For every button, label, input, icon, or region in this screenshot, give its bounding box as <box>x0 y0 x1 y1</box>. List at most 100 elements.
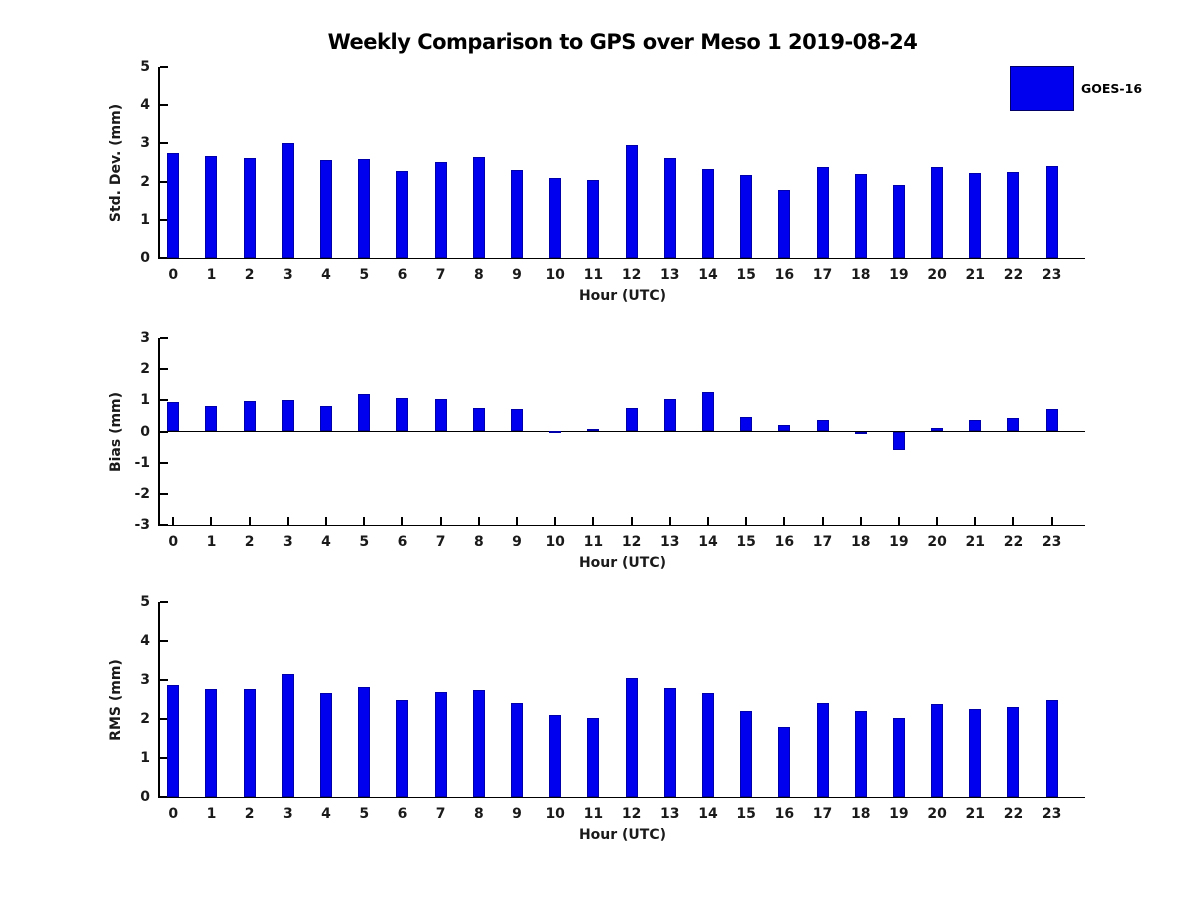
bar <box>511 703 523 797</box>
x-tick-label: 9 <box>512 534 522 550</box>
bar <box>396 397 409 432</box>
bar <box>167 153 180 258</box>
x-axis-label: Hour (UTC) <box>578 555 667 571</box>
x-tick-label: 20 <box>927 267 947 283</box>
x-tick-label: 15 <box>736 267 756 283</box>
y-tick-mark <box>160 368 168 371</box>
y-tick-label: 1 <box>140 392 150 409</box>
x-tick-label: 3 <box>282 267 293 283</box>
y-tick-mark <box>160 337 168 339</box>
x-tick-label: 4 <box>321 534 331 550</box>
bar <box>816 703 829 797</box>
x-tick-mark <box>248 517 251 525</box>
y-tick-label: 0 <box>140 423 150 440</box>
bar <box>816 166 829 258</box>
bar <box>472 689 485 797</box>
y-tick-label: 3 <box>140 330 150 346</box>
x-tick-label: 2 <box>244 267 255 283</box>
x-tick-mark <box>974 517 977 525</box>
bar <box>320 692 333 797</box>
x-tick-label: 10 <box>545 806 565 822</box>
x-tick-label: 23 <box>1041 267 1062 283</box>
bar <box>892 718 905 797</box>
bar <box>434 691 447 797</box>
x-tick-label: 5 <box>359 534 370 550</box>
bar <box>892 185 905 258</box>
x-tick-label: 17 <box>812 534 833 550</box>
x-tick-mark <box>516 517 518 525</box>
x-tick-label: 5 <box>359 806 370 822</box>
bar <box>281 142 294 258</box>
x-tick-mark <box>401 517 404 525</box>
bar <box>1045 165 1058 258</box>
bar <box>281 673 294 797</box>
x-tick-label: 7 <box>435 806 446 822</box>
x-tick-mark <box>592 517 595 525</box>
x-tick-label: 11 <box>583 534 604 550</box>
bar <box>931 167 944 258</box>
x-tick-mark <box>706 517 709 525</box>
x-tick-label: 12 <box>621 267 642 283</box>
y-tick-mark <box>160 461 168 464</box>
bar <box>549 715 562 797</box>
bar <box>434 162 447 258</box>
y-tick-label: 0 <box>140 789 150 805</box>
x-tick-label: 21 <box>965 806 986 822</box>
y-tick-mark <box>160 601 168 603</box>
x-tick-label: 2 <box>244 806 255 822</box>
bar <box>663 158 676 258</box>
y-tick-mark <box>160 142 168 145</box>
x-tick-label: 22 <box>1003 267 1024 283</box>
bar <box>358 394 371 432</box>
x-tick-mark <box>286 517 289 525</box>
bar <box>549 430 562 433</box>
x-tick-label: 17 <box>812 806 833 822</box>
bar <box>320 159 333 258</box>
y-tick-label: -3 <box>134 517 150 533</box>
x-tick-label: 18 <box>850 806 871 822</box>
x-tick-label: 7 <box>435 267 446 283</box>
y-tick-label: 2 <box>140 361 150 378</box>
y-axis-label: RMS (mm) <box>108 658 124 741</box>
bar <box>1007 707 1020 797</box>
bar <box>931 704 944 797</box>
bar <box>740 417 753 432</box>
x-tick-mark <box>172 517 175 525</box>
x-tick-label: 16 <box>774 806 795 822</box>
bar <box>625 407 638 432</box>
x-tick-label: 19 <box>889 534 909 550</box>
y-tick-mark <box>160 180 168 183</box>
x-tick-label: 18 <box>850 534 871 550</box>
y-tick-label: 4 <box>140 633 150 649</box>
bar <box>472 407 485 432</box>
y-tick-mark <box>160 757 168 759</box>
x-tick-label: 16 <box>774 534 795 550</box>
x-tick-label: 6 <box>397 534 408 550</box>
x-tick-label: 6 <box>397 267 408 283</box>
x-tick-label: 0 <box>168 806 179 822</box>
y-tick-mark <box>160 492 168 495</box>
y-tick-label: -1 <box>134 454 150 471</box>
x-tick-label: 3 <box>282 806 293 822</box>
bar <box>740 711 753 797</box>
bar <box>892 431 905 451</box>
x-tick-label: 20 <box>927 806 947 822</box>
x-tick-label: 9 <box>512 806 522 822</box>
x-tick-mark <box>783 517 786 525</box>
y-tick-mark <box>160 679 168 681</box>
bar <box>167 401 180 432</box>
x-tick-label: 15 <box>736 806 756 822</box>
bar <box>778 424 791 432</box>
bar <box>1045 408 1058 432</box>
x-tick-label: 12 <box>621 534 642 550</box>
y-tick-label: 2 <box>140 173 150 190</box>
y-tick-label: 5 <box>140 59 150 75</box>
bar <box>969 709 982 797</box>
x-tick-label: 10 <box>545 267 565 283</box>
bar <box>854 711 867 797</box>
bar <box>587 180 600 258</box>
x-tick-label: 22 <box>1003 806 1024 822</box>
legend-swatch <box>1010 66 1074 111</box>
bar <box>434 398 447 432</box>
bar <box>320 405 333 432</box>
